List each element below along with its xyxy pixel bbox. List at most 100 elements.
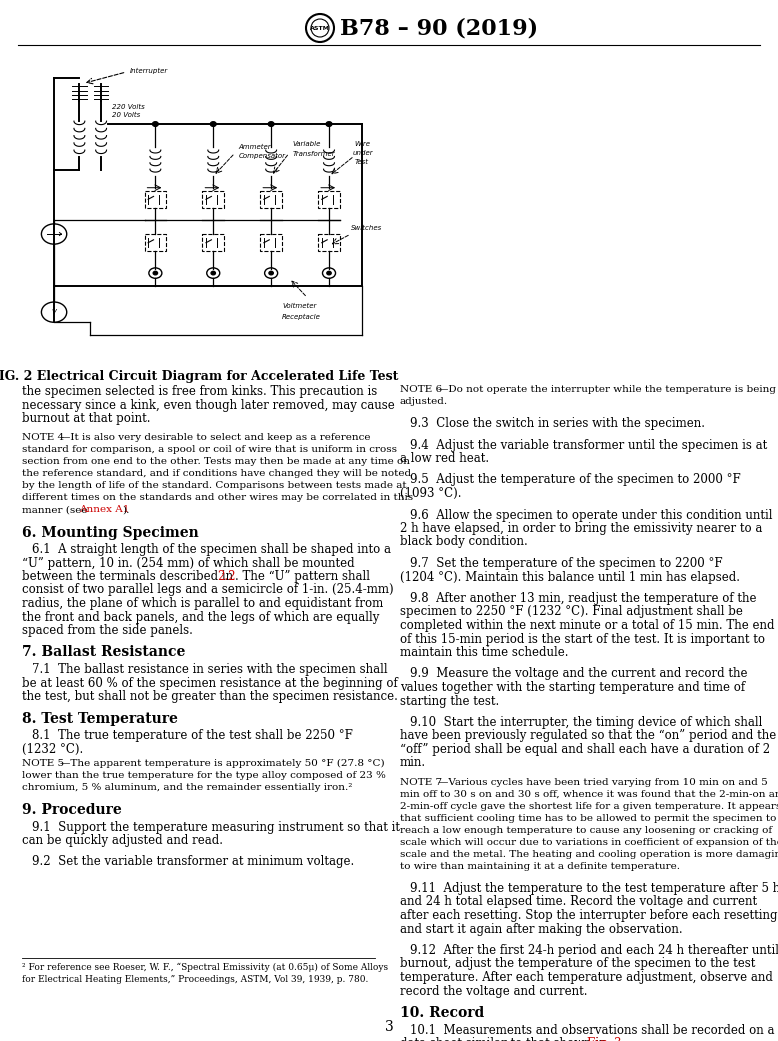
Text: Test: Test: [354, 158, 368, 164]
Text: 220 Volts: 220 Volts: [112, 104, 145, 109]
Text: between the terminals described in: between the terminals described in: [22, 570, 237, 583]
Text: consist of two parallel legs and a semicircle of 1-in. (25.4-mm): consist of two parallel legs and a semic…: [22, 584, 394, 596]
Text: ).: ).: [122, 506, 129, 514]
Text: specimen to 2250 °F (1232 °C). Final adjustment shall be: specimen to 2250 °F (1232 °C). Final adj…: [400, 606, 743, 618]
Text: 9.9  Measure the voltage and the current and record the: 9.9 Measure the voltage and the current …: [410, 667, 748, 681]
Text: Switches: Switches: [351, 225, 382, 231]
Circle shape: [211, 272, 216, 275]
Text: Receptacle: Receptacle: [282, 313, 321, 320]
Text: scale which will occur due to variations in coefficient of expansion of the: scale which will occur due to variations…: [400, 838, 778, 847]
Text: 9.12  After the first 24-h period and each 24 h thereafter until: 9.12 After the first 24-h period and eac…: [410, 944, 778, 957]
FancyBboxPatch shape: [145, 234, 166, 251]
Text: 8.1  The true temperature of the test shall be 2250 °F: 8.1 The true temperature of the test sha…: [32, 729, 353, 742]
Text: (1204 °C). Maintain this balance until 1 min has elapsed.: (1204 °C). Maintain this balance until 1…: [400, 570, 740, 584]
Text: ASTM: ASTM: [310, 25, 330, 30]
Text: of this 15-min period is the start of the test. It is important to: of this 15-min period is the start of th…: [400, 633, 765, 645]
Text: 9.6  Allow the specimen to operate under this condition until: 9.6 Allow the specimen to operate under …: [410, 508, 773, 522]
Text: 3: 3: [384, 1020, 394, 1034]
Text: have been previously regulated so that the “on” period and the: have been previously regulated so that t…: [400, 730, 776, 742]
Circle shape: [153, 272, 157, 275]
FancyBboxPatch shape: [261, 234, 282, 251]
Text: radius, the plane of which is parallel to and equidistant from: radius, the plane of which is parallel t…: [22, 596, 384, 610]
Text: NOTE 7: NOTE 7: [400, 778, 442, 787]
Text: NOTE 6: NOTE 6: [400, 385, 442, 393]
Text: a low red heat.: a low red heat.: [400, 452, 489, 465]
Text: min.: min.: [400, 757, 426, 769]
FancyBboxPatch shape: [318, 191, 340, 208]
Text: 7. Ballast Resistance: 7. Ballast Resistance: [22, 645, 185, 660]
Text: maintain this time schedule.: maintain this time schedule.: [400, 646, 569, 659]
Text: 2-min-off cycle gave the shortest life for a given temperature. It appears: 2-min-off cycle gave the shortest life f…: [400, 802, 778, 811]
Text: (1232 °C).: (1232 °C).: [22, 742, 83, 756]
Text: that sufficient cooling time has to be allowed to permit the specimen to: that sufficient cooling time has to be a…: [400, 814, 776, 823]
Text: values together with the starting temperature and time of: values together with the starting temper…: [400, 681, 745, 694]
FancyBboxPatch shape: [202, 234, 224, 251]
Text: after each resetting. Stop the interrupter before each resetting: after each resetting. Stop the interrupt…: [400, 909, 777, 922]
Text: can be quickly adjusted and read.: can be quickly adjusted and read.: [22, 834, 223, 847]
Text: data sheet similar to that shown in: data sheet similar to that shown in: [400, 1037, 611, 1041]
Text: V: V: [51, 309, 57, 315]
Text: NOTE 5: NOTE 5: [22, 759, 64, 768]
Text: 6.1  A straight length of the specimen shall be shaped into a: 6.1 A straight length of the specimen sh…: [32, 543, 391, 556]
Text: and start it again after making the observation.: and start it again after making the obse…: [400, 922, 682, 936]
Text: 2.2: 2.2: [217, 570, 236, 583]
Text: by the length of life of the standard. Comparisons between tests made at: by the length of life of the standard. C…: [22, 482, 407, 490]
Text: Ammeter: Ammeter: [239, 145, 272, 150]
Text: completed within the next minute or a total of 15 min. The end: completed within the next minute or a to…: [400, 619, 775, 632]
Text: Transformer: Transformer: [293, 151, 335, 157]
Text: 9.10  Start the interrupter, the timing device of which shall: 9.10 Start the interrupter, the timing d…: [410, 716, 762, 729]
Text: ² For reference see Roeser, W. F., “Spectral Emissivity (at 0.65μ) of Some Alloy: ² For reference see Roeser, W. F., “Spec…: [22, 963, 388, 972]
FancyBboxPatch shape: [318, 234, 340, 251]
Text: 9.1  Support the temperature measuring instrument so that it: 9.1 Support the temperature measuring in…: [32, 820, 400, 834]
Circle shape: [268, 122, 274, 126]
Text: Wire: Wire: [354, 142, 370, 148]
Text: 9.4  Adjust the variable transformer until the specimen is at: 9.4 Adjust the variable transformer unti…: [410, 438, 767, 452]
Text: —Do not operate the interrupter while the temperature is being: —Do not operate the interrupter while th…: [438, 385, 776, 393]
Text: “U” pattern, 10 in. (254 mm) of which shall be mounted: “U” pattern, 10 in. (254 mm) of which sh…: [22, 557, 355, 569]
Text: the front and back panels, and the legs of which are equally: the front and back panels, and the legs …: [22, 610, 380, 624]
Text: 9.3  Close the switch in series with the specimen.: 9.3 Close the switch in series with the …: [410, 417, 705, 430]
Text: 9.2  Set the variable transformer at minimum voltage.: 9.2 Set the variable transformer at mini…: [32, 856, 354, 868]
Text: be at least 60 % of the specimen resistance at the beginning of: be at least 60 % of the specimen resista…: [22, 677, 398, 689]
Text: —It is also very desirable to select and keep as a reference: —It is also very desirable to select and…: [60, 433, 370, 442]
Text: reach a low enough temperature to cause any loosening or cracking of: reach a low enough temperature to cause …: [400, 826, 772, 835]
Text: Compensator: Compensator: [239, 153, 286, 159]
Text: different times on the standards and other wires may be correlated in this: different times on the standards and oth…: [22, 493, 413, 503]
Text: to wire than maintaining it at a definite temperature.: to wire than maintaining it at a definit…: [400, 862, 680, 871]
Text: Annex A1: Annex A1: [79, 506, 129, 514]
Text: (1093 °C).: (1093 °C).: [400, 487, 461, 500]
Text: 20 Volts: 20 Volts: [112, 112, 140, 119]
Text: under: under: [352, 150, 373, 156]
Text: burnout, adjust the temperature of the specimen to the test: burnout, adjust the temperature of the s…: [400, 958, 755, 970]
Text: record the voltage and current.: record the voltage and current.: [400, 985, 587, 997]
Circle shape: [327, 272, 331, 275]
Text: Interrupter: Interrupter: [130, 68, 168, 74]
Text: for Electrical Heating Elements,” Proceedings, ASTM, Vol 39, 1939, p. 780.: for Electrical Heating Elements,” Procee…: [22, 975, 368, 984]
Text: chromium, 5 % aluminum, and the remainder essentially iron.²: chromium, 5 % aluminum, and the remainde…: [22, 783, 352, 792]
Text: 9. Procedure: 9. Procedure: [22, 803, 121, 817]
Text: scale and the metal. The heating and cooling operation is more damaging: scale and the metal. The heating and coo…: [400, 850, 778, 859]
Circle shape: [152, 122, 158, 126]
Text: necessary since a kink, even though later removed, may cause: necessary since a kink, even though late…: [22, 399, 394, 411]
Text: NOTE 4: NOTE 4: [22, 433, 64, 442]
Text: manner (see: manner (see: [22, 506, 91, 514]
Text: burnout at that point.: burnout at that point.: [22, 412, 150, 425]
Text: adjusted.: adjusted.: [400, 397, 448, 406]
FancyBboxPatch shape: [261, 191, 282, 208]
Text: black body condition.: black body condition.: [400, 535, 527, 549]
Circle shape: [326, 122, 332, 126]
FancyBboxPatch shape: [145, 191, 166, 208]
Text: the specimen selected is free from kinks. This precaution is: the specimen selected is free from kinks…: [22, 385, 377, 398]
Text: the test, but shall not be greater than the specimen resistance.: the test, but shall not be greater than …: [22, 690, 398, 703]
Text: section from one end to the other. Tests may then be made at any time on: section from one end to the other. Tests…: [22, 457, 410, 466]
Text: “off” period shall be equal and shall each have a duration of 2: “off” period shall be equal and shall ea…: [400, 743, 770, 756]
Text: the reference standard, and if conditions have changed they will be noted: the reference standard, and if condition…: [22, 469, 411, 479]
Text: . The “U” pattern shall: . The “U” pattern shall: [235, 570, 370, 583]
Text: 6. Mounting Specimen: 6. Mounting Specimen: [22, 526, 198, 539]
Text: and 24 h total elapsed time. Record the voltage and current: and 24 h total elapsed time. Record the …: [400, 895, 757, 909]
Text: 2 h have elapsed, in order to bring the emissivity nearer to a: 2 h have elapsed, in order to bring the …: [400, 522, 762, 535]
Text: spaced from the side panels.: spaced from the side panels.: [22, 624, 193, 637]
Text: 9.11  Adjust the temperature to the test temperature after 5 h: 9.11 Adjust the temperature to the test …: [410, 882, 778, 895]
FancyBboxPatch shape: [202, 191, 224, 208]
Text: Fig. 3: Fig. 3: [587, 1037, 622, 1041]
